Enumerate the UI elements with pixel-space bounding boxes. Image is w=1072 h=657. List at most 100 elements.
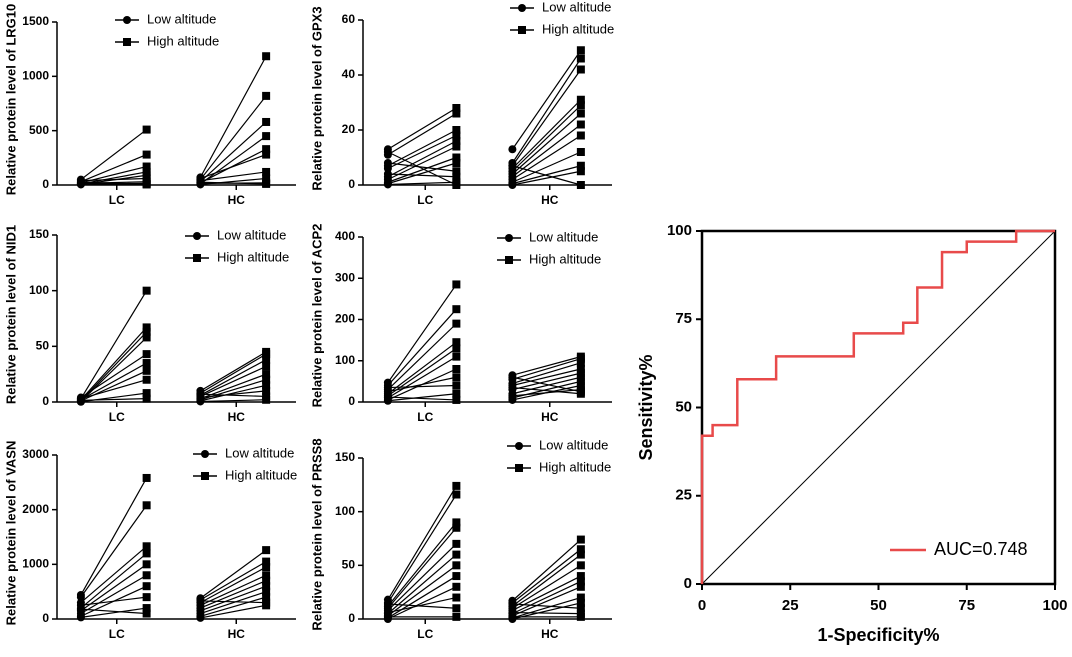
x-tick-label: LC: [109, 193, 125, 207]
pair-line: [387, 341, 457, 395]
legend-label: Low altitude: [225, 445, 294, 460]
pair-line: [80, 362, 147, 401]
point: [142, 609, 151, 618]
pair-line: [200, 365, 267, 397]
legend-label: Low altitude: [217, 227, 286, 242]
point: [576, 369, 585, 378]
point: [193, 232, 201, 240]
pair-line: [387, 494, 457, 604]
pair-line: [512, 134, 582, 181]
point: [262, 576, 271, 585]
pair-line: [387, 112, 457, 156]
point: [576, 381, 585, 390]
pair-line: [200, 171, 267, 182]
pair-line: [387, 527, 457, 609]
point: [576, 120, 585, 129]
y-axis-label: Relative protein level of LRG10: [3, 4, 18, 195]
point: [142, 582, 151, 591]
point: [508, 373, 517, 382]
point: [142, 162, 151, 171]
point: [262, 593, 271, 602]
legend-label: High altitude: [542, 21, 614, 36]
point: [142, 359, 151, 368]
legend-label: Low altitude: [147, 11, 216, 26]
point: [508, 181, 517, 189]
pair-line: [200, 566, 267, 604]
point: [262, 52, 271, 61]
pair-line: [199, 121, 267, 183]
point: [383, 159, 392, 167]
point: [196, 613, 205, 622]
point: [383, 170, 392, 178]
legend-label: Low altitude: [542, 0, 611, 14]
point: [452, 172, 461, 181]
x-tick-label: LC: [109, 627, 125, 641]
pair-line: [387, 308, 457, 386]
point: [508, 612, 517, 621]
point: [452, 389, 461, 398]
point: [142, 542, 151, 551]
pair-line: [512, 372, 582, 391]
pair-line: [387, 384, 457, 389]
pair-line: [387, 596, 457, 614]
y-tick-label: 75: [675, 310, 692, 327]
point: [452, 338, 461, 347]
pair-line: [387, 134, 457, 170]
pair-line: [200, 574, 267, 606]
point: [452, 572, 461, 581]
point: [508, 161, 517, 170]
point: [76, 396, 85, 405]
point: [196, 390, 205, 399]
pair-line: [200, 353, 267, 394]
point: [383, 599, 392, 608]
y-axis-label: Relative protein level of GPX3: [309, 6, 324, 190]
point: [262, 370, 271, 379]
pair-line: [80, 154, 147, 183]
point: [452, 373, 461, 382]
pair-line: [512, 586, 582, 617]
point: [123, 38, 131, 46]
pair-line: [200, 596, 267, 617]
point: [508, 383, 517, 392]
x-tick-label: 100: [1042, 597, 1067, 614]
reference-line: [701, 230, 1056, 585]
pair-line: [80, 545, 148, 604]
pair-line: [80, 563, 147, 612]
legend-label: High altitude: [147, 33, 219, 48]
pair-line: [387, 162, 457, 172]
y-tick-label: 60: [342, 12, 356, 26]
pair-line: [387, 347, 457, 397]
pair-line: [80, 171, 147, 185]
legend-label: AUC=0.748: [934, 539, 1028, 559]
legend-label: High altitude: [539, 459, 611, 474]
pair-line: [80, 574, 147, 615]
pair-line: [512, 151, 582, 183]
pair-line: [512, 548, 582, 604]
point: [452, 365, 461, 373]
y-tick-label: 0: [42, 394, 49, 408]
pair-line: [80, 552, 148, 609]
point: [576, 109, 585, 118]
point: [576, 550, 585, 559]
pair-line: [387, 162, 457, 185]
point: [262, 355, 271, 364]
y-tick-label: 2000: [22, 502, 49, 516]
y-tick-label: 500: [29, 123, 49, 137]
point: [452, 109, 461, 118]
pair-line: [200, 390, 267, 399]
pair-line: [387, 575, 457, 619]
point: [383, 383, 392, 392]
point: [452, 142, 461, 151]
point: [576, 358, 585, 367]
x-tick-label: HC: [541, 627, 559, 641]
point: [505, 256, 513, 264]
x-tick-label: HC: [541, 193, 559, 207]
pair-line: [200, 561, 267, 601]
y-tick-label: 40: [342, 67, 356, 81]
pair-line: [199, 95, 267, 180]
y-tick-label: 1000: [22, 69, 49, 83]
pair-line: [512, 539, 582, 602]
point: [383, 180, 392, 189]
point: [452, 582, 461, 591]
point: [142, 180, 151, 189]
